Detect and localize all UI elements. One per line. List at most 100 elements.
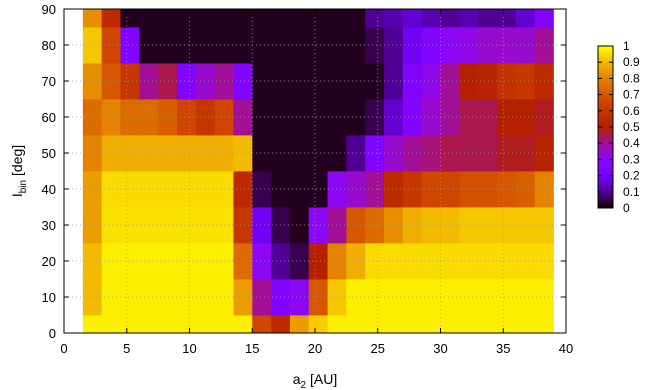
heatmap-cell [289,63,310,100]
heatmap-cell [496,9,517,28]
heatmap-cell [120,135,140,172]
heatmap-cell [327,315,347,334]
heatmap-cell [402,9,423,28]
heatmap-cell [233,207,253,244]
heatmap-cell [346,63,366,100]
heatmap-cell [308,243,328,280]
x-tick-label: 30 [433,341,447,356]
heatmap-cell [421,9,441,28]
heatmap-cell [82,9,103,28]
heatmap-cell [402,315,423,334]
heatmap-cell [101,315,121,334]
heatmap-cell [271,9,291,28]
heatmap-cell [421,99,441,136]
heatmap-cell [365,279,385,316]
heatmap-cell [158,99,178,136]
heatmap-cell [214,9,234,28]
heatmap-cell [252,9,272,28]
heatmap-cell [365,99,385,136]
heatmap-cell [384,99,404,136]
heatmap-cell [289,279,310,316]
colorbar-tick-label: 0.8 [623,71,640,85]
heatmap-cell [327,27,347,64]
heatmap-cell [496,207,517,244]
heatmap-cell [101,135,121,172]
heatmap-cell [440,207,460,244]
colorbar-ticks: 0 0.1 0.2 0.3 0.4 0.5 0.6 0.7 0.8 0.9 1 [598,39,640,215]
colorbar-tick-label: 0.5 [623,120,640,134]
heatmap-cell [384,9,404,28]
heatmap-cell [120,243,140,280]
heatmap-cell [496,279,517,316]
heatmap-cell [252,315,272,334]
heatmap-cell [252,27,272,64]
heatmap-cell [421,315,441,334]
heatmap-cell [233,63,253,100]
heatmap-cell [346,207,366,244]
x-tick-label: 35 [496,341,510,356]
y-tick-label: 90 [42,2,56,17]
heatmap-cell [459,9,479,28]
heatmap-cell [101,9,121,28]
heatmap-cells [82,9,554,334]
heatmap-cell [176,207,197,244]
heatmap-cell [195,99,215,136]
heatmap-cell [214,315,234,334]
y-tick-label: 70 [42,74,56,89]
heatmap-cell [496,171,517,208]
heatmap-cell [478,135,498,172]
heatmap-cell [252,207,272,244]
heatmap-cell [421,135,441,172]
heatmap-cell [120,279,140,316]
heatmap-cell [384,27,404,64]
heatmap-cell [195,135,215,172]
heatmap-cell [365,171,385,208]
heatmap-cell [534,9,554,28]
heatmap-cell [120,315,140,334]
colorbar-tick-label: 0 [623,201,630,215]
heatmap-cell [421,207,441,244]
y-tick-label: 10 [42,290,56,305]
heatmap-cell [233,279,253,316]
heatmap-cell [421,171,441,208]
heatmap-cell [365,315,385,334]
heatmap-cell [120,9,140,28]
heatmap-cell [176,9,197,28]
heatmap-cell [384,243,404,280]
x-tick-label: 15 [245,341,259,356]
y-axis-label: Ibin [deg] [9,145,29,197]
heatmap-cell [384,135,404,172]
heatmap-cell [327,243,347,280]
heatmap-cell [195,9,215,28]
heatmap-cell [308,27,328,64]
colorbar-tick-label: 0.3 [623,152,640,166]
heatmap-cell [384,207,404,244]
heatmap-cell [176,279,197,316]
heatmap-cell [308,315,328,334]
heatmap-cell [139,9,159,28]
heatmap-cell [158,135,178,172]
heatmap-cell [440,27,460,64]
heatmap-cell [384,171,404,208]
heatmap-cell [478,315,498,334]
colorbar-tick-label: 0.9 [623,55,640,69]
heatmap-cell [120,207,140,244]
x-tick-label: 40 [559,341,573,356]
colorbar-tick-label: 0.4 [623,136,640,150]
heatmap-cell [158,243,178,280]
heatmap-cell [308,63,328,100]
heatmap-cell [327,99,347,136]
heatmap-cell [478,99,498,136]
heatmap-cell [289,27,310,64]
heatmap-cell [289,315,310,334]
colorbar-tick-label: 0.2 [623,169,640,183]
heatmap-cell [195,27,215,64]
heatmap-cell [82,315,103,334]
heatmap-cell [101,27,121,64]
heatmap-cell [478,207,498,244]
heatmap-cell [176,171,197,208]
heatmap-cell [496,243,517,280]
heatmap-cell [421,27,441,64]
heatmap-cell [158,63,178,100]
heatmap-cell [252,135,272,172]
